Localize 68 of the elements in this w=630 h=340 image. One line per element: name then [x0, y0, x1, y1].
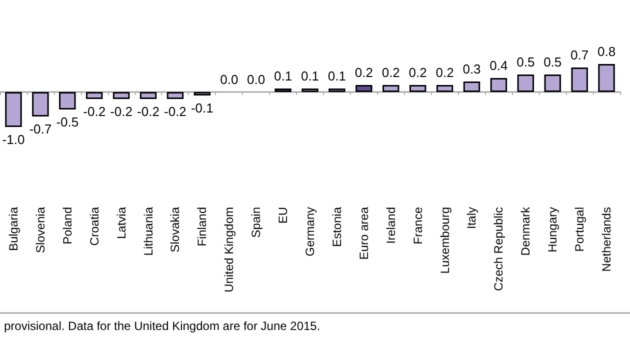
- data-label: 0.4: [490, 58, 508, 73]
- x-tick-label: Slovakia: [168, 206, 182, 252]
- bar: [140, 92, 157, 99]
- x-tick-label: Latvia: [114, 206, 128, 240]
- data-label: 0.0: [247, 72, 266, 87]
- data-label: -0.1: [190, 100, 214, 116]
- bar: [166, 92, 184, 99]
- data-label: -0.7: [29, 122, 52, 136]
- data-label: 0.5: [544, 54, 562, 70]
- x-tick-label: Czech Republic: [492, 207, 506, 292]
- data-label: -0.5: [56, 114, 79, 130]
- bar: [382, 85, 400, 92]
- bar: [59, 92, 76, 110]
- data-label: 0.1: [328, 68, 346, 84]
- data-label: 0.5: [516, 54, 535, 70]
- data-label: 0.8: [597, 44, 616, 59]
- data-label: 0.7: [570, 48, 589, 62]
- text: provisional. Data for the United Kingdom are for June 2015.: [4, 319, 320, 333]
- x-tick-label: Netherlands: [600, 207, 614, 272]
- bar: [409, 85, 426, 92]
- x-tick-label: Spain: [249, 207, 264, 238]
- bar: [32, 92, 49, 116]
- data-label: -0.2: [137, 104, 160, 119]
- bar: [274, 88, 292, 92]
- bar: [490, 78, 508, 92]
- x-tick-label: Hungary: [546, 207, 560, 252]
- data-label: 0.1: [274, 68, 292, 84]
- data-label: 0.2: [382, 65, 400, 80]
- bar: [5, 92, 22, 127]
- bar: [571, 68, 588, 92]
- bar: [86, 92, 103, 99]
- x-tick-label: Euro area: [356, 206, 371, 260]
- data-label: 0.2: [354, 65, 373, 80]
- bar: [436, 85, 454, 92]
- data-label: 0.2: [408, 65, 427, 80]
- bar: [517, 74, 534, 92]
- x-tick-label: Croatia: [87, 206, 102, 246]
- data-label: 0.2: [436, 65, 454, 80]
- x-tick-label: United Kingdom: [222, 207, 236, 292]
- x-tick-label: Lithuania: [141, 206, 156, 256]
- x-tick-label: Germany: [303, 207, 317, 256]
- data-label: -0.2: [110, 104, 133, 119]
- data-label: -1.0: [2, 132, 25, 147]
- x-tick-label: Slovenia: [33, 206, 48, 254]
- bar: [194, 92, 211, 96]
- bar: [356, 85, 372, 92]
- x-tick-label: Denmark: [518, 206, 533, 256]
- x-tick-label: Poland: [60, 207, 74, 244]
- bar: [598, 64, 615, 92]
- data-label: 0.3: [462, 62, 481, 76]
- bar: [544, 74, 561, 92]
- data-label: 0.1: [300, 68, 320, 84]
- data-label: 0.0: [220, 72, 238, 87]
- bar: [328, 88, 346, 92]
- x-tick-label: Luxembourg: [438, 207, 452, 274]
- x-tick-label: Ireland: [384, 207, 398, 244]
- bar: [463, 82, 480, 92]
- x-tick-label: Portugal: [572, 207, 587, 252]
- x-tick-label: Italy: [464, 207, 479, 230]
- x-tick-label: France: [410, 206, 425, 244]
- bar: [112, 92, 130, 99]
- x-tick-label: Estonia: [330, 206, 344, 248]
- data-label: -0.2: [164, 104, 186, 119]
- x-tick-label: EU: [276, 207, 290, 224]
- data-label: -0.2: [83, 104, 106, 119]
- x-tick-label: Finland: [195, 207, 210, 246]
- bar: [302, 88, 318, 92]
- x-tick-label: Bulgaria: [6, 206, 20, 252]
